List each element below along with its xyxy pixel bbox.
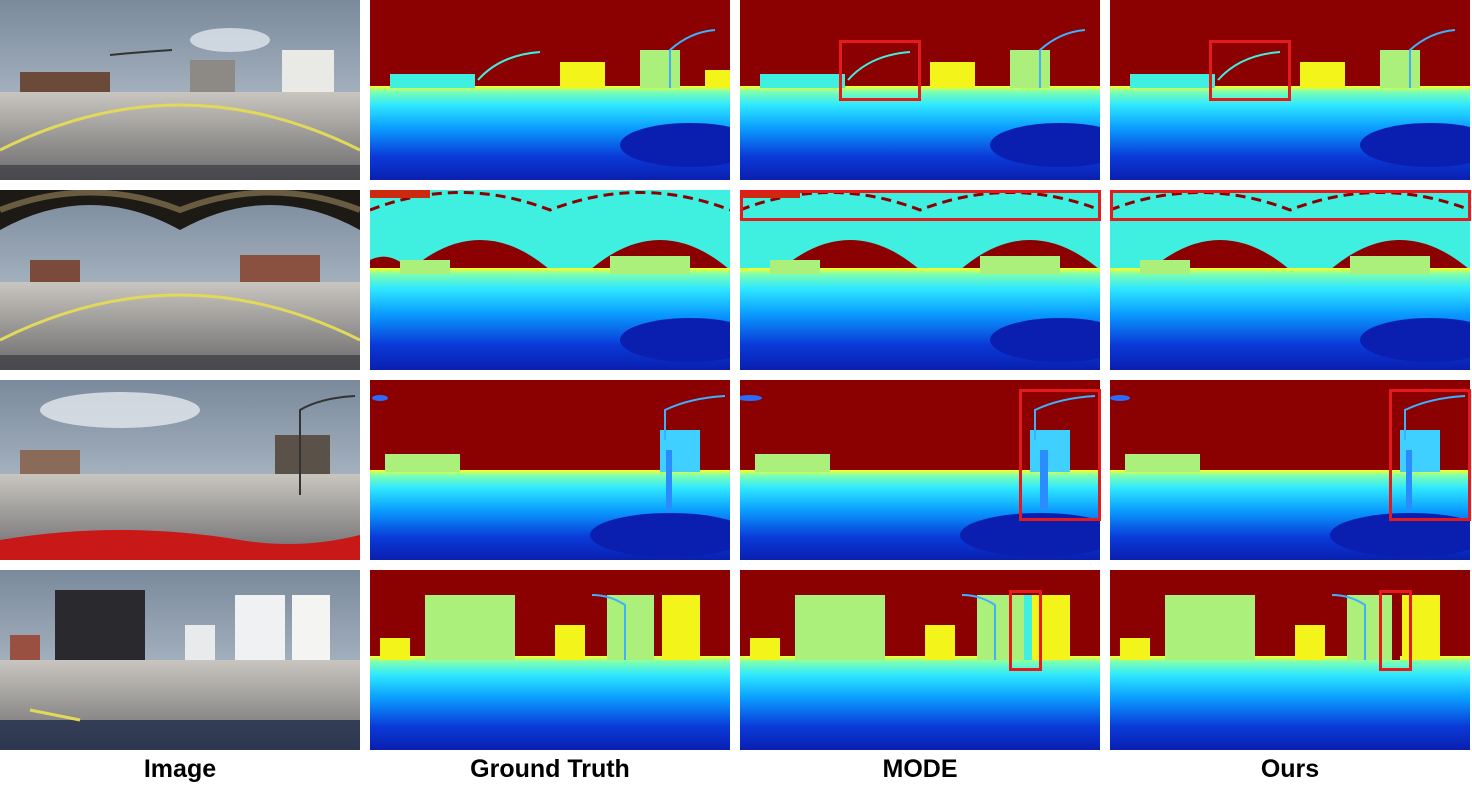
row4-ours-highlight-box [1379, 590, 1412, 671]
row1-ours-highlight-box [1209, 40, 1291, 101]
row3-image [0, 380, 360, 560]
row2-ours-highlight-box [1110, 190, 1471, 221]
row4-mode-highlight-box [1009, 590, 1042, 671]
row1-mode [740, 0, 1100, 180]
row4-image [0, 570, 360, 750]
row1-mode-highlight-box [839, 40, 921, 101]
row1-ground-truth [370, 0, 730, 180]
row3-ground-truth [370, 380, 730, 560]
row2-mode-highlight-box [740, 190, 1101, 221]
column-label-image: Image [143, 755, 217, 783]
row3-mode-highlight-box [1019, 389, 1101, 521]
row2-ground-truth [370, 190, 730, 370]
row4-ground-truth [370, 570, 730, 750]
row3-ours [1110, 380, 1470, 560]
row1-image [0, 0, 360, 180]
column-label-mode: MODE [882, 755, 958, 783]
row2-image [0, 190, 360, 370]
column-label-ground-truth: Ground Truth [470, 755, 630, 783]
row3-ours-highlight-box [1389, 389, 1471, 521]
row4-ours [1110, 570, 1470, 750]
column-label-ours: Ours [1260, 755, 1320, 783]
row4-mode [740, 570, 1100, 750]
row3-mode [740, 380, 1100, 560]
